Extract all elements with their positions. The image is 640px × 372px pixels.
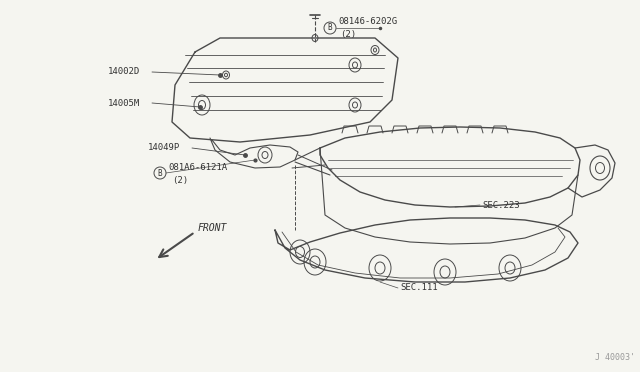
Text: 08146-6202G: 08146-6202G [338,17,397,26]
Text: 14005M: 14005M [108,99,140,108]
Text: SEC.223: SEC.223 [482,201,520,209]
Text: B: B [328,23,332,32]
Text: (2): (2) [172,176,188,185]
Text: 14049P: 14049P [148,144,180,153]
Text: J 40003': J 40003' [595,353,635,362]
Text: B: B [157,169,163,177]
Text: FRONT: FRONT [198,223,227,233]
Text: SEC.111: SEC.111 [400,283,438,292]
Text: 081A6-6121A: 081A6-6121A [168,164,227,173]
Text: (2): (2) [340,29,356,38]
Text: 14002D: 14002D [108,67,140,77]
